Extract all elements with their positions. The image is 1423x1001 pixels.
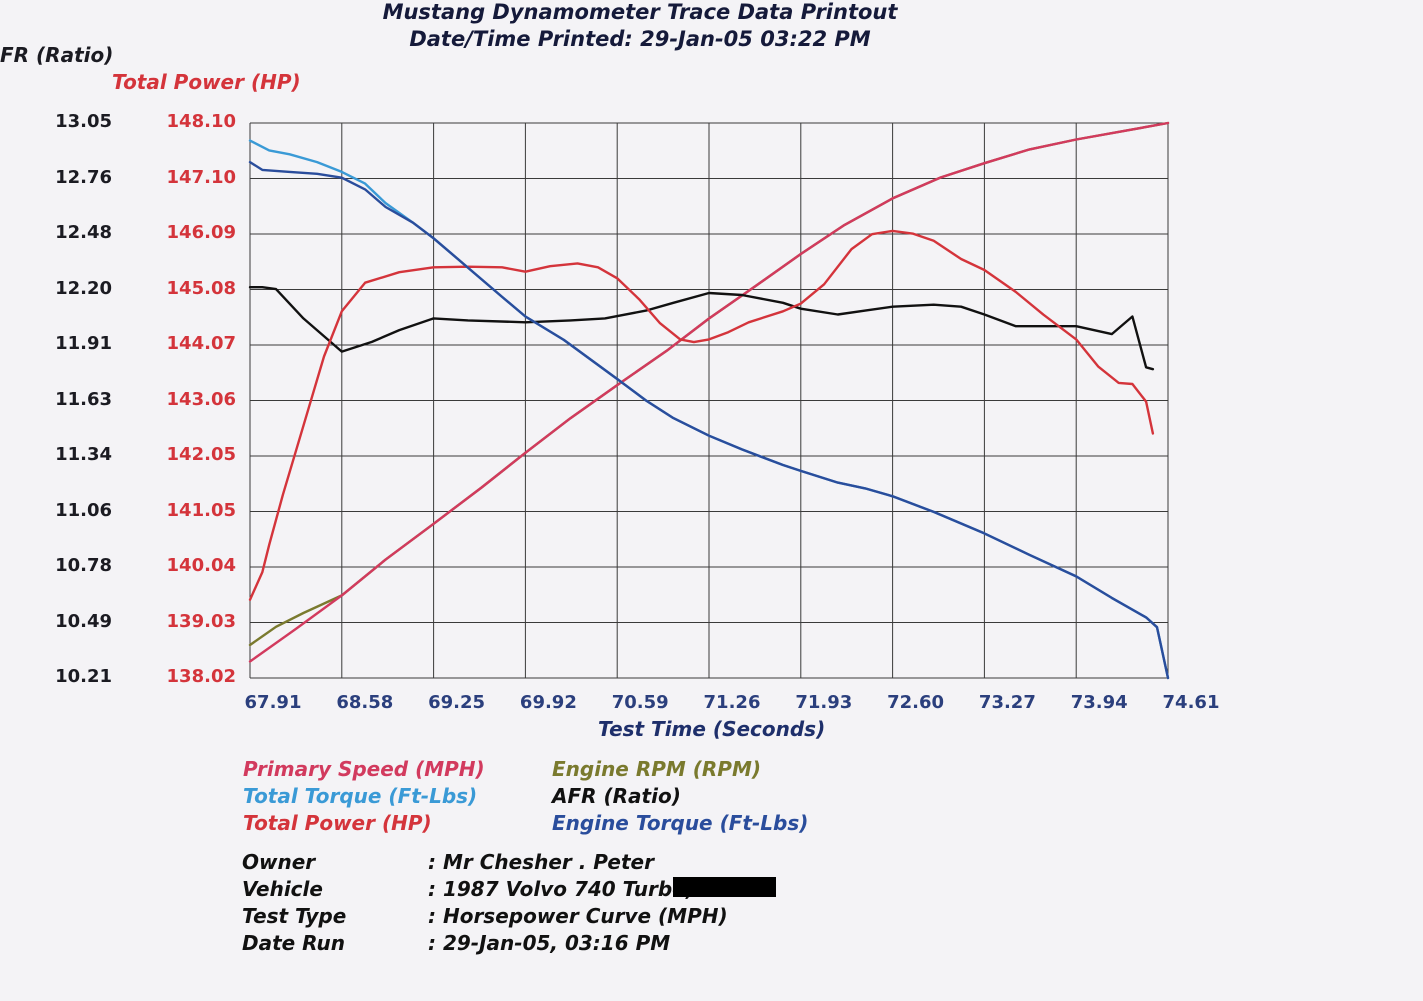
owner-value: : Mr Chesher . Peter (428, 850, 654, 874)
hp-tick-label: 143.06 (166, 388, 236, 410)
x-tick-label: 74.61 (1162, 692, 1220, 713)
hp-tick-label: 146.09 (166, 222, 236, 243)
vehicle-value: : 1987 Volvo 740 Turbo, (428, 877, 694, 901)
afr-tick-label: 10.78 (55, 555, 112, 576)
afr-tick-label: 11.63 (55, 388, 112, 410)
hp-tick-label: 138.02 (166, 666, 236, 687)
x-tick-label: 69.92 (519, 692, 577, 713)
hp-tick-label: 142.05 (166, 444, 236, 465)
afr-tick-label: 11.34 (55, 444, 112, 465)
test-type-value: : Horsepower Curve (MPH) (428, 904, 728, 928)
legend-engine-rpm: Engine RPM (RPM) (552, 757, 762, 781)
redaction-box (673, 877, 776, 897)
afr-tick-label: 12.76 (55, 166, 112, 188)
series-total-power-hp (248, 229, 1155, 601)
x-tick-label: 68.58 (336, 692, 394, 713)
afr-tick-label: 13.05 (55, 111, 112, 132)
legend-total-torque: Total Torque (Ft-Lbs) (243, 784, 478, 808)
x-tick-label: 72.60 (887, 692, 945, 713)
hp-tick-label: 145.08 (166, 277, 236, 299)
x-tick-label: 69.25 (428, 692, 486, 713)
owner-label: Owner (242, 850, 316, 874)
hp-axis-title: Total Power (HP) (112, 70, 301, 94)
hp-tick-label: 148.10 (166, 111, 236, 132)
afr-tick-label: 10.49 (55, 610, 112, 632)
series-engine-torque-ft-lbs (248, 160, 1170, 680)
date-run-label: Date Run (242, 931, 345, 955)
x-tick-label: 67.91 (244, 692, 302, 713)
afr-tick-label: 12.20 (55, 277, 112, 299)
afr-tick-label: 11.06 (55, 499, 112, 521)
series-afr-ratio (248, 286, 1155, 371)
x-axis-title: Test Time (Seconds) (598, 717, 826, 741)
legend-engine-torque: Engine Torque (Ft-Lbs) (552, 811, 809, 835)
chart-title: Mustang Dynamometer Trace Data Printout (382, 0, 898, 24)
x-tick-label: 73.94 (1070, 692, 1128, 713)
hp-tick-label: 140.04 (166, 555, 236, 576)
afr-tick-label: 12.48 (55, 222, 112, 243)
hp-tick-label: 147.10 (166, 166, 236, 188)
legend-primary-speed: Primary Speed (MPH) (243, 757, 485, 781)
hp-tick-label: 144.07 (166, 333, 236, 354)
legend-afr: AFR (Ratio) (552, 784, 681, 808)
print-date: Date/Time Printed: 29-Jan-05 03:22 PM (409, 27, 871, 51)
x-tick-label: 71.26 (703, 692, 761, 713)
x-tick-label: 71.93 (795, 692, 853, 713)
hp-tick-label: 139.03 (166, 610, 236, 632)
hp-tick-label: 141.05 (166, 499, 236, 521)
x-tick-label: 73.27 (978, 692, 1036, 713)
date-run-value: : 29-Jan-05, 03:16 PM (428, 931, 671, 955)
afr-tick-label: 11.91 (55, 333, 112, 354)
series-primary-speed-mph (248, 121, 1170, 663)
legend-total-power: Total Power (HP) (243, 811, 432, 835)
afr-axis-title: FR (Ratio) (0, 43, 114, 67)
x-tick-label: 70.59 (611, 692, 669, 713)
vehicle-label: Vehicle (242, 877, 323, 901)
test-type-label: Test Type (242, 904, 347, 928)
afr-tick-label: 10.21 (55, 666, 112, 687)
